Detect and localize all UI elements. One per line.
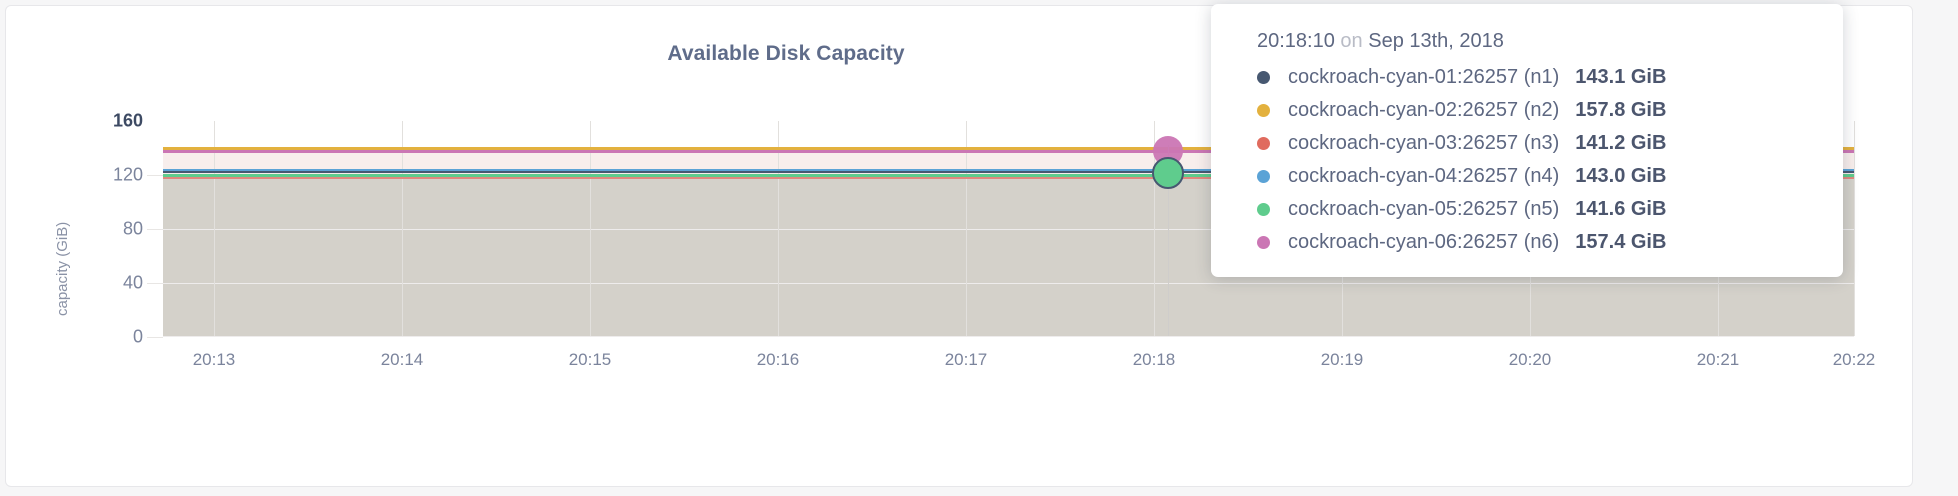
tooltip-series-value: 141.6 GiB bbox=[1575, 198, 1667, 220]
tooltip-header: 20:18:10 on Sep 13th, 2018 bbox=[1211, 20, 1843, 61]
tooltip-row: cockroach-cyan-06:26257 (n6) 157.4 GiB bbox=[1211, 226, 1843, 259]
series-line-n4 bbox=[163, 169, 1854, 172]
tooltip-row-list: cockroach-cyan-01:26257 (n1) 143.1 GiB coc… bbox=[1211, 61, 1843, 259]
series-color-dot-icon bbox=[1257, 104, 1270, 117]
series-line-n3 bbox=[163, 177, 1854, 179]
vgridline bbox=[778, 121, 779, 336]
gridline-80 bbox=[163, 229, 1854, 230]
y-tick-label: 80 bbox=[122, 218, 143, 239]
x-tick-label: 20:13 bbox=[192, 350, 236, 369]
page-title: Available Disk Capacity bbox=[667, 42, 905, 65]
tooltip-series-value: 143.1 GiB bbox=[1575, 66, 1667, 88]
tooltip-series-label: cockroach-cyan-06:26257 (n6) bbox=[1288, 231, 1560, 253]
gridline-0 bbox=[163, 336, 1854, 337]
tooltip-time: 20:18:10 bbox=[1257, 30, 1335, 52]
hover-crosshair bbox=[1168, 145, 1169, 336]
y-tick-mark bbox=[147, 283, 163, 284]
vgridline bbox=[1154, 121, 1155, 336]
tooltip-on-word: on bbox=[1340, 30, 1363, 52]
series-line-n1 bbox=[163, 171, 1854, 173]
x-tick-label: 20:22 bbox=[1832, 350, 1876, 369]
x-tick-label: 20:15 bbox=[568, 350, 612, 369]
hover-tooltip: 20:18:10 on Sep 13th, 2018 cockroach-cya… bbox=[1211, 4, 1843, 277]
series-color-dot-icon bbox=[1257, 170, 1270, 183]
y-tick-label: 120 bbox=[112, 164, 143, 185]
series-color-dot-icon bbox=[1257, 236, 1270, 249]
x-tick-label: 20:19 bbox=[1320, 350, 1364, 369]
x-tick-label: 20:17 bbox=[944, 350, 988, 369]
tooltip-series-value: 157.4 GiB bbox=[1575, 231, 1667, 253]
tooltip-series-value: 143.0 GiB bbox=[1575, 165, 1667, 187]
y-tick-mark bbox=[147, 229, 163, 230]
tooltip-row: cockroach-cyan-04:26257 (n4) 143.0 GiB bbox=[1211, 160, 1843, 193]
series-line-n5 bbox=[163, 174, 1854, 177]
gridline-40 bbox=[163, 283, 1854, 284]
vgridline bbox=[1854, 121, 1855, 336]
tooltip-date: Sep 13th, 2018 bbox=[1368, 30, 1504, 52]
y-tick-mark bbox=[147, 337, 163, 338]
x-tick-label: 20:16 bbox=[756, 350, 800, 369]
x-tick-label: 20:21 bbox=[1696, 350, 1740, 369]
tooltip-series-label: cockroach-cyan-05:26257 (n5) bbox=[1288, 198, 1560, 220]
y-tick-label: 0 bbox=[132, 326, 143, 347]
tooltip-series-label: cockroach-cyan-03:26257 (n3) bbox=[1288, 132, 1560, 154]
tooltip-series-value: 157.8 GiB bbox=[1575, 99, 1667, 121]
series-color-dot-icon bbox=[1257, 137, 1270, 150]
tooltip-row: cockroach-cyan-02:26257 (n2) 157.8 GiB bbox=[1211, 94, 1843, 127]
tooltip-row: cockroach-cyan-03:26257 (n3) 141.2 GiB bbox=[1211, 127, 1843, 160]
tooltip-series-label: cockroach-cyan-04:26257 (n4) bbox=[1288, 165, 1560, 187]
series-color-dot-icon bbox=[1257, 71, 1270, 84]
series-line-n6 bbox=[163, 150, 1854, 153]
x-tick-label: 20:20 bbox=[1508, 350, 1552, 369]
tooltip-series-label: cockroach-cyan-02:26257 (n2) bbox=[1288, 99, 1560, 121]
tooltip-series-label: cockroach-cyan-01:26257 (n1) bbox=[1288, 66, 1560, 88]
y-tick-label: 40 bbox=[122, 272, 143, 293]
series-line-n2 bbox=[163, 147, 1854, 150]
vgridline bbox=[214, 121, 215, 336]
tooltip-series-value: 141.2 GiB bbox=[1575, 132, 1667, 154]
x-tick-label: 20:14 bbox=[380, 350, 424, 369]
y-tick-label: 160 bbox=[112, 110, 143, 131]
tooltip-row: cockroach-cyan-05:26257 (n5) 141.6 GiB bbox=[1211, 193, 1843, 226]
x-tick-label: 20:18 bbox=[1132, 350, 1176, 369]
vgridline bbox=[402, 121, 403, 336]
y-tick-mark bbox=[147, 175, 163, 176]
vgridline bbox=[590, 121, 591, 336]
vgridline bbox=[966, 121, 967, 336]
series-color-dot-icon bbox=[1257, 203, 1270, 216]
hover-marker-n5 bbox=[1152, 157, 1184, 189]
tooltip-row: cockroach-cyan-01:26257 (n1) 143.1 GiB bbox=[1211, 61, 1843, 94]
